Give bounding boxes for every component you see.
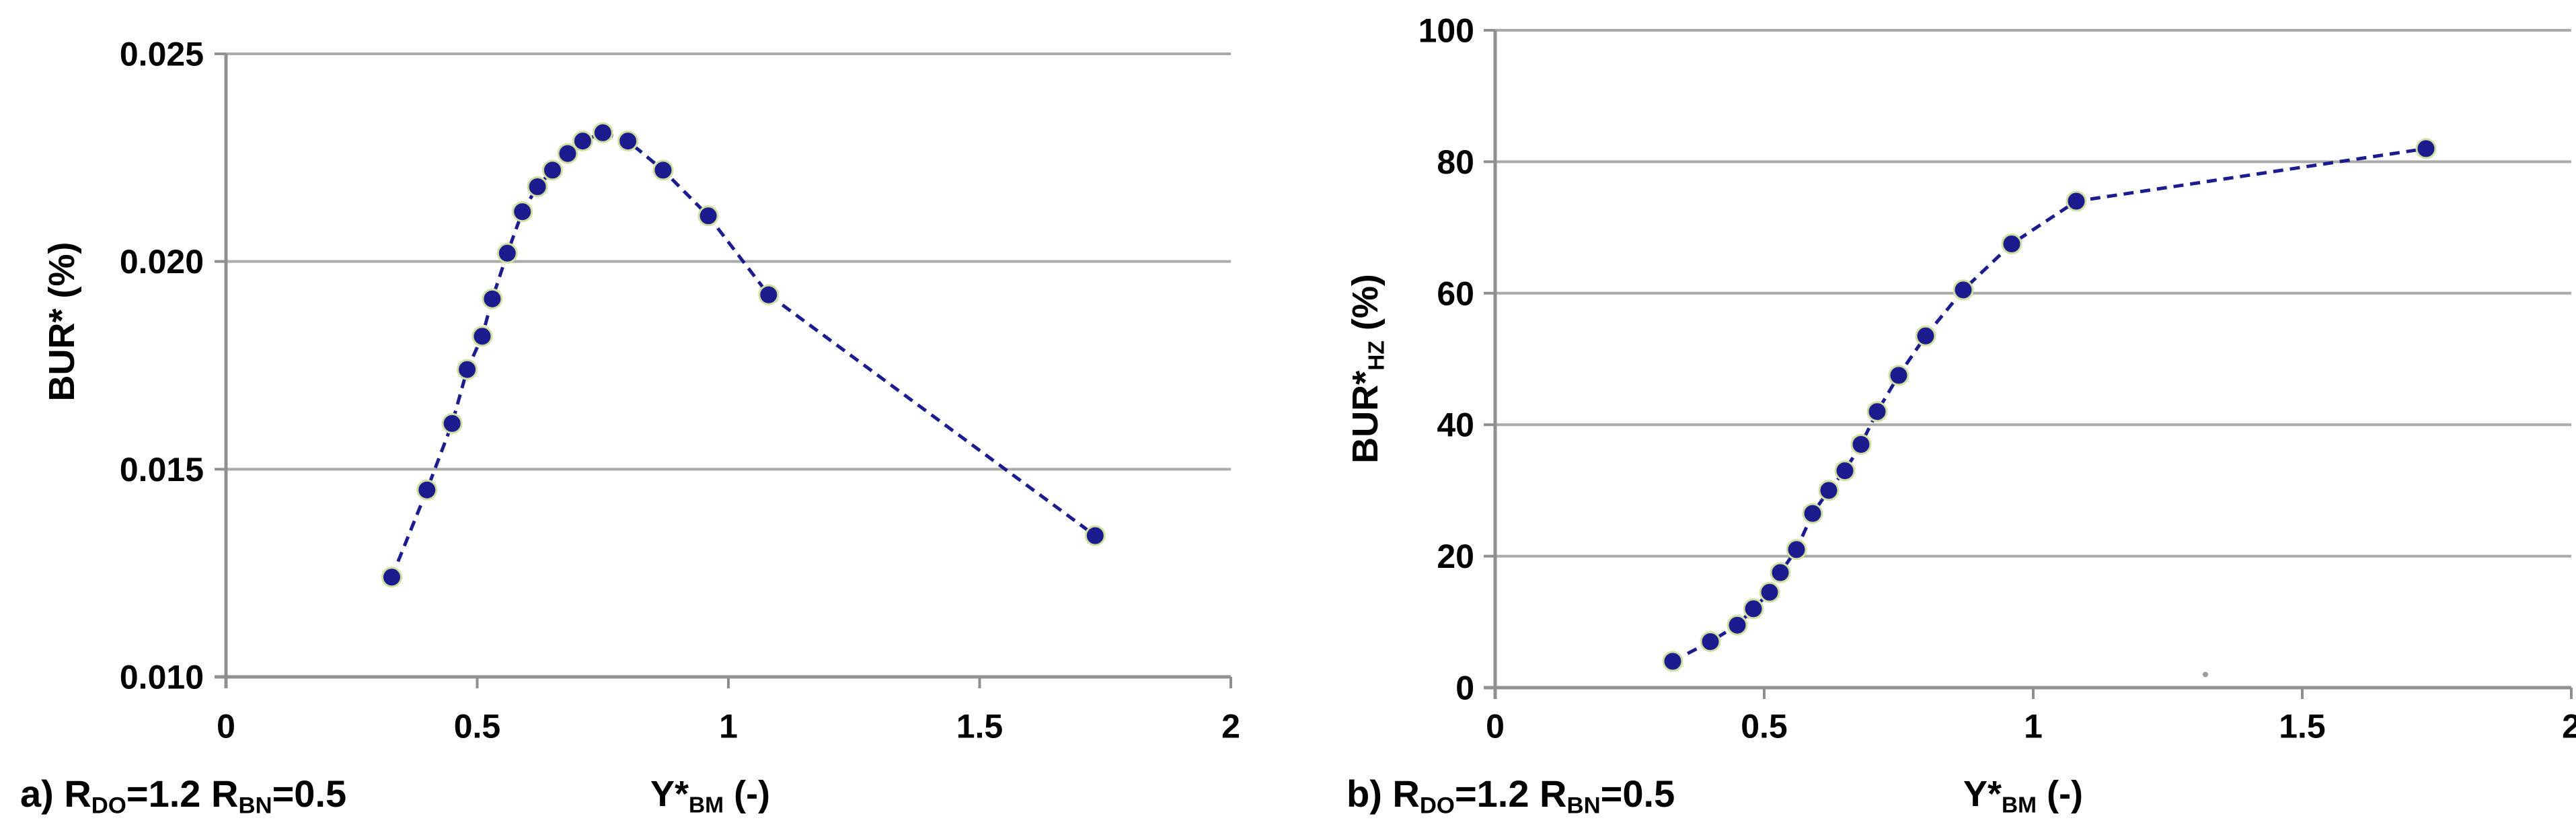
y-tick-label: 20 (1437, 538, 1474, 575)
data-point-marker (2066, 190, 2087, 212)
x-tick-label: 2 (1221, 708, 1240, 745)
data-point-marker (1727, 614, 1748, 636)
scan-artifact-dot (2203, 671, 2208, 678)
subscript-text: BM (2002, 793, 2037, 818)
data-point-marker (697, 205, 719, 227)
series-dashed-line (1671, 147, 2427, 663)
data-point-marker (416, 479, 438, 501)
chart-b-group: 100 80 60 40 20 00 0.5 1 1.5 2 (1418, 12, 2576, 745)
text-run: =0.5 (272, 772, 347, 815)
data-point-marker (1770, 562, 1791, 583)
data-point-marker (542, 159, 563, 181)
data-point-marker (457, 359, 478, 380)
data-point-marker (1084, 525, 1106, 546)
chart-a-x-axis-title: Y*BM (-) (650, 774, 771, 817)
data-point-marker (572, 131, 593, 152)
data-point-marker (441, 412, 463, 434)
series-dashed-line (390, 131, 1096, 578)
chart-b-x-axis-title: Y*BM (-) (1963, 774, 2084, 817)
text-run: (%) (1345, 274, 1386, 341)
y-tick-label: 0.010 (120, 659, 204, 696)
text-run: Y* (1963, 774, 2002, 814)
y-tick-label: 0.025 (120, 36, 204, 73)
data-point-marker (471, 326, 493, 347)
data-point-marker (482, 288, 503, 310)
data-point-marker (1866, 401, 1888, 423)
text-run: Y* (650, 774, 689, 814)
x-tick-label: 0.5 (1741, 708, 1788, 745)
text-run: =0.5 (1600, 772, 1675, 815)
subscript-text: BN (1566, 793, 1601, 819)
text-run: (-) (724, 774, 771, 814)
data-point-marker (758, 284, 780, 305)
data-point-marker (592, 122, 613, 143)
chart-a-group: 0.025 0.020 0.015 0.010 0 0.5 1 1.5 2 (120, 36, 1240, 745)
data-point-marker (1802, 503, 1823, 524)
chart-a-caption: a) RDO=1.2 RBN=0.5 (20, 772, 347, 818)
text-run: BUR* (1345, 370, 1386, 464)
y-tick-label: 60 (1437, 275, 1474, 312)
data-point-marker (617, 131, 639, 152)
y-tick-label: 100 (1418, 12, 1474, 50)
data-point-marker (1662, 651, 1683, 672)
data-point-marker (1700, 631, 1721, 653)
data-point-marker (527, 176, 548, 197)
data-point-marker (1915, 325, 1936, 347)
y-tick-label: 80 (1437, 143, 1474, 181)
text-run: b) R (1347, 772, 1420, 815)
x-tick-label: 1.5 (2279, 708, 2326, 745)
subscript-text: BN (238, 793, 272, 819)
data-point-marker (2415, 138, 2437, 159)
subscript-text: BM (689, 793, 724, 818)
y-tick-label: 40 (1437, 406, 1474, 444)
data-point-marker (1850, 434, 1872, 455)
text-run: =1.2 R (1454, 772, 1567, 815)
y-tick-label: 0.020 (120, 243, 204, 281)
data-point-marker (1786, 539, 1807, 560)
data-point-marker (1818, 480, 1840, 501)
y-tick-label: 0.015 (120, 451, 204, 488)
text-run: (-) (2037, 774, 2084, 814)
x-tick-label: 0 (217, 708, 235, 745)
chart-a-y-axis-title: BUR* (%) (42, 242, 82, 402)
data-point-marker (557, 143, 578, 164)
data-point-marker (1888, 365, 1909, 386)
data-point-marker (1834, 460, 1856, 482)
text-run: a) R (20, 772, 91, 815)
subscript-text: HZ (1364, 340, 1390, 371)
data-point-marker (1743, 598, 1764, 620)
x-tick-label: 0 (1486, 708, 1505, 745)
x-tick-label: 0.5 (454, 708, 501, 745)
text-run: =1.2 R (126, 772, 239, 815)
x-tick-label: 2 (2562, 708, 2576, 745)
x-tick-label: 1.5 (956, 708, 1003, 745)
text-run: BUR* (%) (42, 242, 82, 402)
data-point-marker (1759, 581, 1780, 603)
data-point-marker (496, 242, 518, 264)
chart-b-caption: b) RDO=1.2 RBN=0.5 (1347, 772, 1675, 818)
data-point-marker (2001, 233, 2022, 254)
data-point-marker (381, 567, 402, 588)
data-point-marker (512, 201, 533, 223)
chart-b-y-axis-title: BUR*HZ (%) (1345, 274, 1389, 464)
data-point-marker (1953, 279, 1974, 301)
subscript-text: DO (91, 793, 126, 819)
subscript-text: DO (1419, 793, 1455, 819)
data-point-marker (652, 159, 674, 181)
x-tick-label: 1 (719, 708, 738, 745)
y-tick-label: 0 (1455, 669, 1474, 707)
x-tick-label: 1 (2024, 708, 2043, 745)
